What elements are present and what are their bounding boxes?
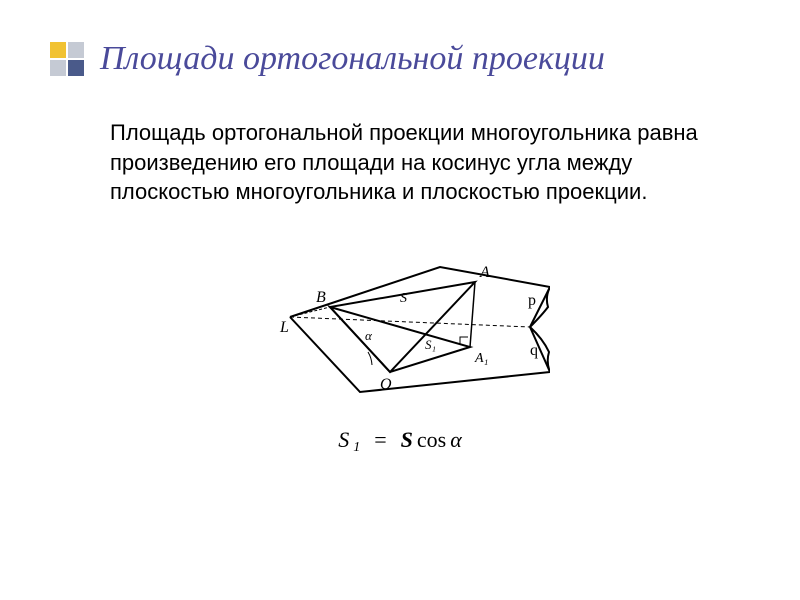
formula-sub1: 1 [353, 440, 360, 456]
body-paragraph: Площадь ортогональной проекции многоугол… [110, 118, 710, 207]
angle-arc [368, 352, 372, 365]
label-b: B [316, 289, 326, 306]
formula: S1 = Scosα [338, 427, 462, 453]
label-s: S [400, 291, 407, 306]
slide-title: Площади ортогональной проекции [100, 40, 605, 78]
label-alpha: α [365, 328, 373, 343]
segment-lb [290, 307, 330, 317]
label-l: L [279, 319, 289, 336]
label-s1: S₁ [425, 337, 436, 352]
box-top-right [68, 42, 84, 58]
label-p: p [528, 292, 536, 309]
body-section: Площадь ортогональной проекции многоугол… [110, 118, 710, 207]
label-o: O [380, 376, 392, 393]
formula-s1: S [338, 427, 349, 453]
plane-q-edge [290, 317, 550, 392]
formula-s: S [401, 427, 413, 453]
diagram-section: A A₁ B L O S S₁ p q α S1 = Scosα [50, 237, 750, 453]
plane-p-edge [290, 267, 550, 327]
formula-alpha: α [450, 427, 462, 453]
intersection-line [290, 317, 530, 327]
title-row: Площади ортогональной проекции [50, 40, 750, 78]
box-top-left [50, 42, 66, 58]
projection-diagram: A A₁ B L O S S₁ p q α [250, 237, 550, 407]
formula-cos: cos [417, 427, 446, 453]
perpendicular-aa1 [470, 282, 475, 347]
label-q: q [530, 342, 538, 359]
label-a: A [479, 264, 490, 281]
formula-eq: = [374, 427, 386, 453]
label-a1: A₁ [474, 351, 488, 366]
box-bottom-left [50, 60, 66, 76]
bullet-icon [50, 42, 84, 76]
box-bottom-right [68, 60, 84, 76]
